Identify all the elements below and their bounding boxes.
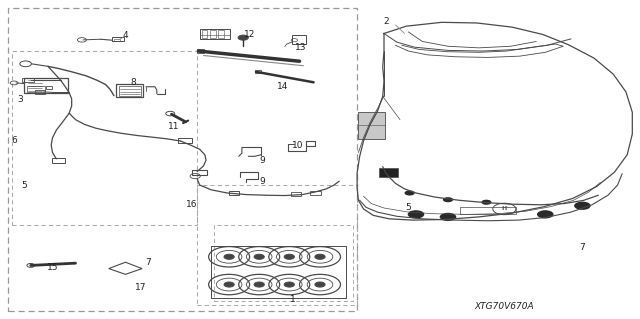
Bar	[35, 90, 45, 94]
Circle shape	[315, 282, 325, 287]
Circle shape	[408, 210, 424, 219]
Bar	[119, 86, 141, 96]
Circle shape	[440, 213, 456, 221]
Circle shape	[224, 254, 234, 259]
Text: 11: 11	[168, 122, 180, 131]
Bar	[291, 192, 301, 196]
Text: 8: 8	[131, 78, 136, 87]
Bar	[255, 70, 261, 73]
Bar	[218, 30, 224, 38]
Bar	[310, 191, 321, 195]
Bar	[114, 39, 120, 41]
Text: 13: 13	[295, 43, 307, 52]
Bar	[178, 138, 192, 143]
Text: 16: 16	[186, 200, 198, 209]
Circle shape	[284, 254, 294, 259]
Text: XTG70V670A: XTG70V670A	[474, 302, 534, 311]
Circle shape	[315, 254, 325, 259]
Bar	[210, 30, 216, 38]
Text: 3: 3	[18, 95, 23, 104]
Bar	[460, 207, 516, 214]
Bar	[200, 29, 230, 39]
Text: 2: 2	[383, 17, 388, 26]
Circle shape	[254, 254, 264, 259]
Circle shape	[284, 282, 294, 287]
Bar	[197, 49, 204, 53]
Bar	[192, 170, 207, 175]
Bar	[116, 84, 143, 97]
Bar	[24, 78, 68, 93]
Bar	[229, 191, 239, 195]
Circle shape	[224, 282, 234, 287]
Text: 15: 15	[47, 263, 58, 272]
Bar	[52, 158, 65, 163]
Circle shape	[574, 202, 591, 210]
Text: 1: 1	[291, 295, 296, 304]
Circle shape	[254, 282, 264, 287]
Bar	[46, 86, 52, 89]
Bar	[202, 30, 207, 38]
Text: 12: 12	[244, 30, 255, 39]
Bar	[292, 35, 306, 44]
Bar	[27, 86, 45, 92]
Text: 7: 7	[580, 243, 585, 252]
Bar	[22, 78, 34, 82]
Text: 6: 6	[12, 137, 17, 145]
Circle shape	[537, 210, 554, 219]
Text: 7: 7	[146, 258, 151, 267]
Bar	[358, 112, 385, 139]
Text: 4: 4	[123, 31, 128, 40]
Text: 10: 10	[292, 141, 303, 150]
Text: 14: 14	[277, 82, 289, 91]
Text: H: H	[502, 206, 507, 211]
Text: 17: 17	[135, 283, 147, 292]
Circle shape	[404, 190, 415, 196]
Circle shape	[443, 197, 453, 202]
Bar	[379, 168, 398, 177]
Circle shape	[481, 200, 492, 205]
Text: 9: 9	[260, 156, 265, 165]
Text: 5: 5	[22, 181, 27, 190]
Text: 5: 5	[406, 204, 411, 212]
Bar	[112, 37, 124, 41]
Text: 9: 9	[260, 177, 265, 186]
Circle shape	[238, 35, 248, 40]
